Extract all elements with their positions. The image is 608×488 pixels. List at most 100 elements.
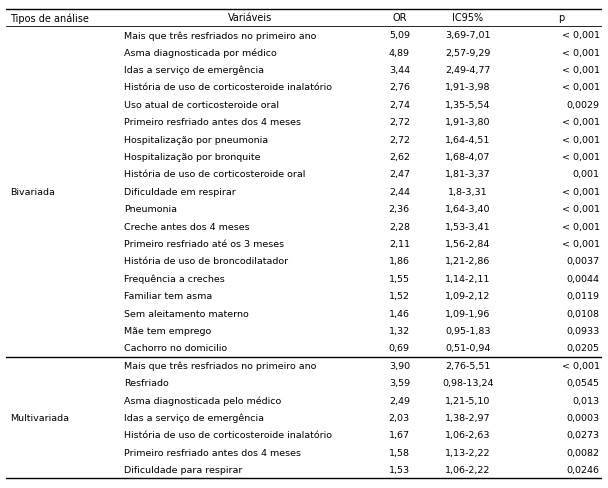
- Text: 1,53: 1,53: [389, 465, 410, 474]
- Text: 0,0119: 0,0119: [567, 292, 599, 301]
- Text: < 0,001: < 0,001: [562, 153, 599, 162]
- Text: Primeiro resfriado antes dos 4 meses: Primeiro resfriado antes dos 4 meses: [124, 118, 301, 127]
- Text: História de uso de broncodilatador: História de uso de broncodilatador: [124, 257, 288, 266]
- Text: < 0,001: < 0,001: [562, 205, 599, 214]
- Text: < 0,001: < 0,001: [562, 361, 599, 370]
- Text: 2,57-9,29: 2,57-9,29: [445, 49, 491, 58]
- Text: 1,58: 1,58: [389, 448, 410, 457]
- Text: 2,76-5,51: 2,76-5,51: [445, 361, 491, 370]
- Text: 0,0082: 0,0082: [567, 448, 599, 457]
- Text: 3,59: 3,59: [389, 378, 410, 387]
- Text: < 0,001: < 0,001: [562, 187, 599, 196]
- Text: 0,0545: 0,0545: [567, 378, 599, 387]
- Text: Asma diagnosticada pelo médico: Asma diagnosticada pelo médico: [124, 395, 282, 405]
- Text: Idas a serviço de emergência: Idas a serviço de emergência: [124, 413, 264, 422]
- Text: 0,0933: 0,0933: [566, 326, 599, 335]
- Text: 0,98-13,24: 0,98-13,24: [442, 378, 494, 387]
- Text: 1,91-3,98: 1,91-3,98: [445, 83, 491, 92]
- Text: 2,11: 2,11: [389, 240, 410, 248]
- Text: Primeiro resfriado antes dos 4 meses: Primeiro resfriado antes dos 4 meses: [124, 448, 301, 457]
- Text: Idas a serviço de emergência: Idas a serviço de emergência: [124, 66, 264, 75]
- Text: < 0,001: < 0,001: [562, 222, 599, 231]
- Text: < 0,001: < 0,001: [562, 83, 599, 92]
- Text: 0,51-0,94: 0,51-0,94: [445, 344, 491, 353]
- Text: Uso atual de corticosteroide oral: Uso atual de corticosteroide oral: [124, 101, 279, 110]
- Text: Sem aleitamento materno: Sem aleitamento materno: [124, 309, 249, 318]
- Text: 1,53-3,41: 1,53-3,41: [445, 222, 491, 231]
- Text: 0,0205: 0,0205: [567, 344, 599, 353]
- Text: 2,47: 2,47: [389, 170, 410, 179]
- Text: 3,44: 3,44: [389, 66, 410, 75]
- Text: 0,0037: 0,0037: [567, 257, 599, 266]
- Text: Resfriado: Resfriado: [124, 378, 169, 387]
- Text: Tipos de análise: Tipos de análise: [10, 13, 89, 23]
- Text: < 0,001: < 0,001: [562, 49, 599, 58]
- Text: 1,55: 1,55: [389, 274, 410, 283]
- Text: 2,72: 2,72: [389, 118, 410, 127]
- Text: 1,21-2,86: 1,21-2,86: [445, 257, 491, 266]
- Text: 1,64-3,40: 1,64-3,40: [445, 205, 491, 214]
- Text: 0,95-1,83: 0,95-1,83: [445, 326, 491, 335]
- Text: Mais que três resfriados no primeiro ano: Mais que três resfriados no primeiro ano: [124, 361, 316, 370]
- Text: 0,0108: 0,0108: [567, 309, 599, 318]
- Text: 2,03: 2,03: [389, 413, 410, 422]
- Text: Multivariada: Multivariada: [10, 413, 69, 422]
- Text: 1,68-4,07: 1,68-4,07: [445, 153, 491, 162]
- Text: 2,76: 2,76: [389, 83, 410, 92]
- Text: 0,013: 0,013: [572, 396, 599, 405]
- Text: Creche antes dos 4 meses: Creche antes dos 4 meses: [124, 222, 250, 231]
- Text: História de uso de corticosteroide inalatório: História de uso de corticosteroide inala…: [124, 430, 332, 439]
- Text: IC95%: IC95%: [452, 13, 483, 23]
- Text: 1,13-2,22: 1,13-2,22: [445, 448, 491, 457]
- Text: 0,0273: 0,0273: [567, 430, 599, 439]
- Text: Pneumonia: Pneumonia: [124, 205, 177, 214]
- Text: 1,38-2,97: 1,38-2,97: [445, 413, 491, 422]
- Text: 0,001: 0,001: [573, 170, 599, 179]
- Text: 2,72: 2,72: [389, 135, 410, 144]
- Text: 3,69-7,01: 3,69-7,01: [445, 31, 491, 40]
- Text: 1,06-2,22: 1,06-2,22: [445, 465, 491, 474]
- Text: História de uso de corticosteroide oral: História de uso de corticosteroide oral: [124, 170, 305, 179]
- Text: 2,49-4,77: 2,49-4,77: [445, 66, 491, 75]
- Text: 1,14-2,11: 1,14-2,11: [445, 274, 491, 283]
- Text: Variáveis: Variáveis: [228, 13, 272, 23]
- Text: 1,46: 1,46: [389, 309, 410, 318]
- Text: < 0,001: < 0,001: [562, 118, 599, 127]
- Text: 1,8-3,31: 1,8-3,31: [448, 187, 488, 196]
- Text: 1,21-5,10: 1,21-5,10: [445, 396, 491, 405]
- Text: < 0,001: < 0,001: [562, 240, 599, 248]
- Text: OR: OR: [392, 13, 407, 23]
- Text: Familiar tem asma: Familiar tem asma: [124, 292, 212, 301]
- Text: Primeiro resfriado até os 3 meses: Primeiro resfriado até os 3 meses: [124, 240, 284, 248]
- Text: < 0,001: < 0,001: [562, 31, 599, 40]
- Text: < 0,001: < 0,001: [562, 135, 599, 144]
- Text: Asma diagnosticada por médico: Asma diagnosticada por médico: [124, 48, 277, 58]
- Text: p: p: [559, 13, 565, 23]
- Text: 1,86: 1,86: [389, 257, 410, 266]
- Text: 0,69: 0,69: [389, 344, 410, 353]
- Text: 1,35-5,54: 1,35-5,54: [445, 101, 491, 110]
- Text: 0,0246: 0,0246: [567, 465, 599, 474]
- Text: 1,81-3,37: 1,81-3,37: [445, 170, 491, 179]
- Text: 3,90: 3,90: [389, 361, 410, 370]
- Text: Dificuldade para respirar: Dificuldade para respirar: [124, 465, 243, 474]
- Text: Cachorro no domicilio: Cachorro no domicilio: [124, 344, 227, 353]
- Text: 0,0003: 0,0003: [567, 413, 599, 422]
- Text: História de uso de corticosteroide inalatório: História de uso de corticosteroide inala…: [124, 83, 332, 92]
- Text: Hospitalização por pneumonia: Hospitalização por pneumonia: [124, 135, 268, 144]
- Text: 0,0044: 0,0044: [567, 274, 599, 283]
- Text: 1,32: 1,32: [389, 326, 410, 335]
- Text: 2,74: 2,74: [389, 101, 410, 110]
- Text: 5,09: 5,09: [389, 31, 410, 40]
- Text: 2,28: 2,28: [389, 222, 410, 231]
- Text: 2,36: 2,36: [389, 205, 410, 214]
- Text: 4,89: 4,89: [389, 49, 410, 58]
- Text: 1,06-2,63: 1,06-2,63: [445, 430, 491, 439]
- Text: Dificuldade em respirar: Dificuldade em respirar: [124, 187, 236, 196]
- Text: Frequência a creches: Frequência a creches: [124, 274, 225, 284]
- Text: Mãe tem emprego: Mãe tem emprego: [124, 326, 212, 335]
- Text: 1,52: 1,52: [389, 292, 410, 301]
- Text: 0,0029: 0,0029: [567, 101, 599, 110]
- Text: 2,62: 2,62: [389, 153, 410, 162]
- Text: < 0,001: < 0,001: [562, 66, 599, 75]
